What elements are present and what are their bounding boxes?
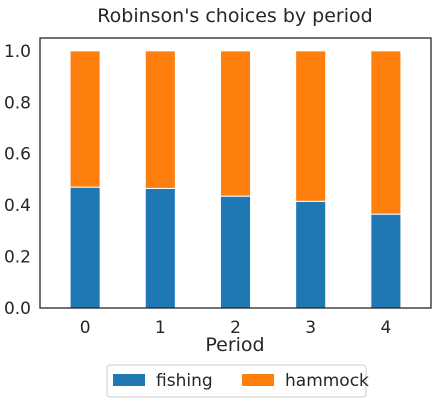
y-tick-label: 0.8 xyxy=(4,93,31,113)
legend-frame xyxy=(106,364,367,398)
legend-label-hammock: hammock xyxy=(285,371,369,391)
bars-group xyxy=(69,50,402,309)
legend: fishing hammock xyxy=(106,364,369,398)
plot-frame xyxy=(39,37,432,309)
bar-fishing-period-2 xyxy=(219,195,252,309)
y-tick-label: 0.4 xyxy=(4,196,31,216)
y-axis-ticks: 0.0 0.2 0.4 0.6 0.8 1.0 xyxy=(4,42,31,319)
bar-hammock-period-2 xyxy=(219,50,252,197)
legend-swatch-fishing xyxy=(113,374,145,386)
bar-hammock-period-3 xyxy=(295,50,327,202)
x-tick-label: 3 xyxy=(305,318,316,338)
bar-hammock-period-0 xyxy=(69,50,101,188)
x-axis-ticks: 0 1 2 3 4 xyxy=(80,318,392,338)
legend-label-fishing: fishing xyxy=(156,371,213,391)
legend-swatch-hammock xyxy=(242,374,274,386)
x-axis-label: Period xyxy=(205,334,264,356)
bar-fishing-period-0 xyxy=(69,186,101,309)
x-tick-label: 0 xyxy=(80,318,91,338)
bar-hammock-period-4 xyxy=(370,50,402,215)
y-tick-label: 1.0 xyxy=(4,42,31,62)
y-tick-label: 0.2 xyxy=(4,248,31,268)
chart-title: Robinson's choices by period xyxy=(97,5,372,27)
bar-fishing-period-3 xyxy=(295,200,327,309)
x-tick-label: 4 xyxy=(380,318,391,338)
bar-fishing-period-4 xyxy=(370,213,402,309)
bar-fishing-period-1 xyxy=(144,187,176,309)
x-tick-label: 1 xyxy=(155,318,166,338)
y-tick-label: 0.6 xyxy=(4,145,31,165)
y-tick-label: 0.0 xyxy=(4,299,31,319)
bar-hammock-period-1 xyxy=(144,50,176,189)
x-tick-label: 2 xyxy=(230,318,241,338)
